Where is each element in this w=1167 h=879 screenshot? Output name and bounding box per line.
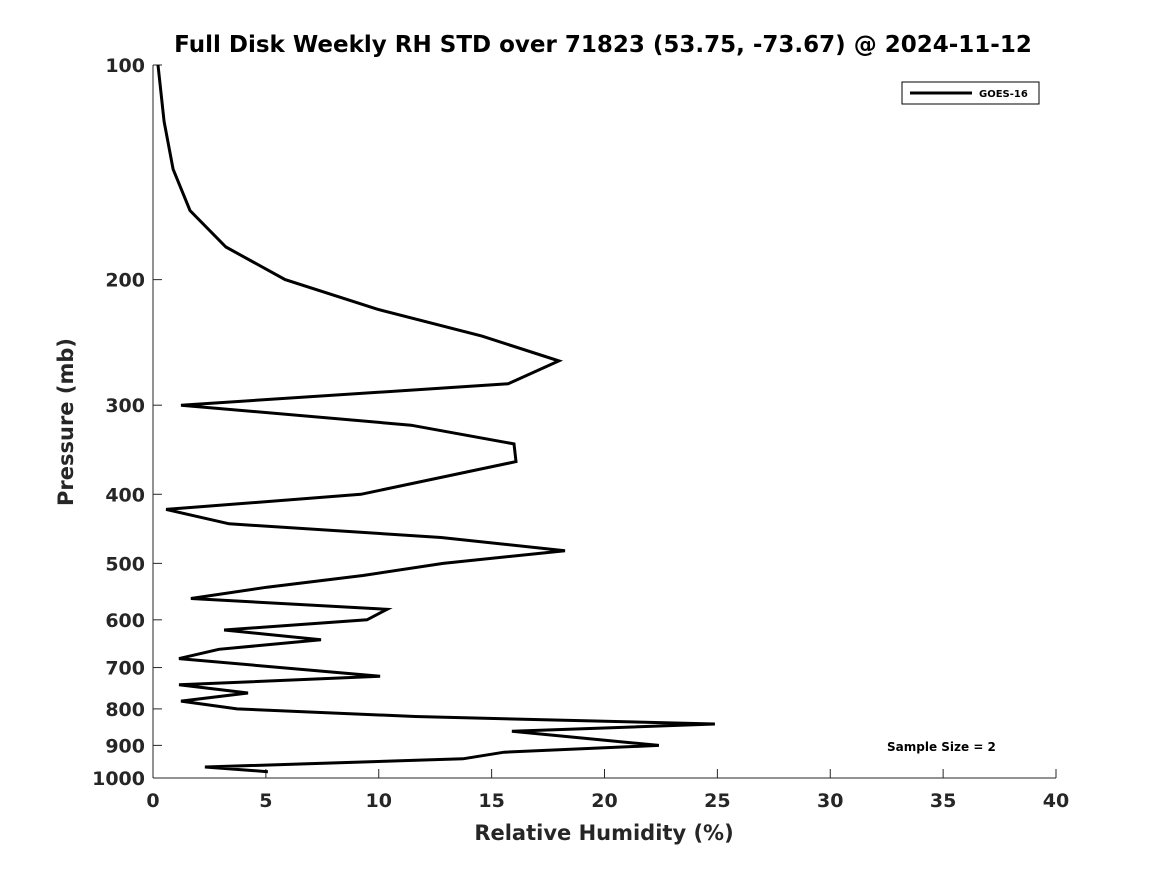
chart-title: Full Disk Weekly RH STD over 71823 (53.7…	[174, 32, 1032, 58]
legend: GOES-16	[901, 81, 1040, 105]
y-tick-label: 1000	[92, 768, 145, 790]
x-tick-label: 20	[591, 790, 617, 812]
y-tick-label: 300	[105, 395, 145, 417]
y-tick-label: 100	[105, 55, 145, 77]
y-tick-label: 600	[105, 610, 145, 632]
legend-label-goes-16: GOES-16	[979, 89, 1028, 100]
y-tick-label: 900	[105, 735, 145, 757]
y-tick-label: 500	[105, 553, 145, 575]
y-tick-label: 400	[105, 484, 145, 506]
axes	[152, 65, 1056, 779]
x-tick-label: 40	[1043, 790, 1069, 812]
series-line-goes-16	[156, 64, 715, 774]
x-tick-label: 0	[146, 790, 159, 812]
x-axis-label: Relative Humidity (%)	[474, 821, 733, 845]
sample-size-annotation: Sample Size = 2	[887, 740, 996, 754]
x-tick-label: 10	[366, 790, 392, 812]
y-tick-label: 700	[105, 658, 145, 680]
y-axis-label: Pressure (mb)	[54, 338, 78, 506]
x-tick-label: 15	[478, 790, 504, 812]
series-layer	[156, 64, 715, 774]
x-tick-label: 5	[259, 790, 272, 812]
x-tick-label: 25	[704, 790, 730, 812]
y-tick-label: 800	[105, 699, 145, 721]
y-tick-label: 200	[105, 270, 145, 292]
x-tick-label: 30	[817, 790, 843, 812]
x-tick-label: 35	[930, 790, 956, 812]
ticks: 0 5 10 15 20 25 30 35 40 100 200 300 400 500 600 700 800…	[92, 55, 1069, 812]
